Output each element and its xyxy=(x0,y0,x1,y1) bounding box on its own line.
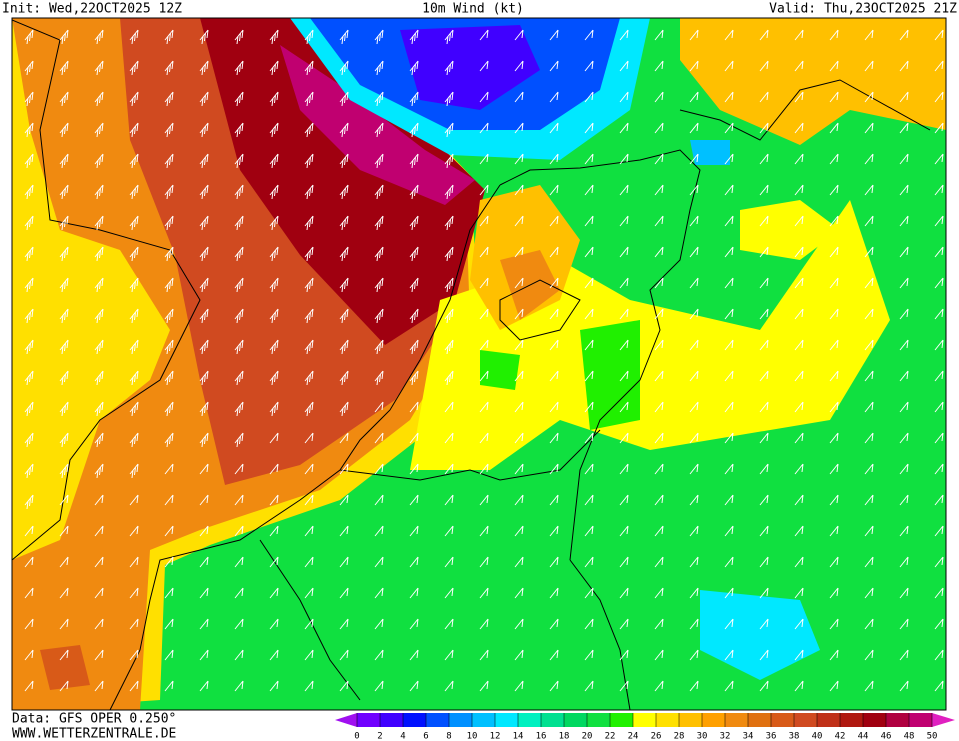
colorbar-label: 38 xyxy=(789,732,800,741)
wind-barbs xyxy=(24,29,944,692)
colorbar-label: 18 xyxy=(559,732,570,741)
colorbar-segment xyxy=(541,713,565,727)
colorbar-label: 36 xyxy=(766,732,777,741)
colorbar-segment xyxy=(403,713,427,727)
colorbar-segment xyxy=(794,713,818,727)
colorbar-segment xyxy=(725,713,749,727)
colorbar-label: 42 xyxy=(835,732,846,741)
colorbar-label: 28 xyxy=(674,732,685,741)
colorbar-segment xyxy=(748,713,772,727)
colorbar-segment xyxy=(587,713,611,727)
data-source: Data: GFS OPER 0.250° xyxy=(12,712,176,727)
colorbar-segment xyxy=(518,713,542,727)
colorbar-label: 20 xyxy=(582,732,593,741)
colorbar-segment xyxy=(909,713,933,727)
colorbar: 0 2 4 6 8 10 12 14 16 18 20 22 24 26 28 30 32 34 36 38 40 42 4… xyxy=(335,713,955,741)
colorbar-label: 30 xyxy=(697,732,708,741)
colorbar-segment xyxy=(610,713,634,727)
colorbar-arrow-low xyxy=(335,713,357,727)
colorbar-label: 16 xyxy=(536,732,547,741)
colorbar-segment xyxy=(633,713,657,727)
colorbar-segment xyxy=(357,713,381,727)
colorbar-label: 14 xyxy=(513,732,524,741)
colorbar-label: 44 xyxy=(858,732,869,741)
colorbar-label: 12 xyxy=(490,732,501,741)
colorbar-segment xyxy=(656,713,680,727)
colorbar-segment xyxy=(702,713,726,727)
colorbar-label: 10 xyxy=(467,732,478,741)
colorbar-segment xyxy=(886,713,910,727)
colorbar-segment xyxy=(840,713,864,727)
colorbar-label: 48 xyxy=(904,732,915,741)
init-time: Init: Wed,22OCT2025 12Z xyxy=(2,2,182,17)
colorbar-arrow-high xyxy=(932,713,955,727)
colorbar-label: 0 xyxy=(354,732,359,741)
valid-time: Valid: Thu,23OCT2025 21Z xyxy=(769,2,957,17)
colorbar-segment xyxy=(426,713,450,727)
colorbar-label: 6 xyxy=(423,732,428,741)
colorbar-label: 2 xyxy=(377,732,382,741)
colorbar-label: 4 xyxy=(400,732,405,741)
colorbar-label: 8 xyxy=(446,732,451,741)
website: WWW.WETTERZENTRALE.DE xyxy=(12,727,176,741)
colorbar-label: 34 xyxy=(743,732,754,741)
colorbar-segment xyxy=(495,713,519,727)
colorbar-segment xyxy=(679,713,703,727)
colorbar-segment xyxy=(380,713,404,727)
colorbar-segment xyxy=(771,713,795,727)
barb-glyphs xyxy=(24,29,944,692)
colorbar-segment xyxy=(863,713,887,727)
colorbar-label: 46 xyxy=(881,732,892,741)
coastlines xyxy=(12,19,931,710)
map-field xyxy=(12,18,946,710)
colorbar-label: 22 xyxy=(605,732,616,741)
colorbar-label: 50 xyxy=(927,732,938,741)
colorbar-segment xyxy=(564,713,588,727)
colorbar-label: 40 xyxy=(812,732,823,741)
colorbar-label: 26 xyxy=(651,732,662,741)
colorbar-segment xyxy=(817,713,841,727)
map-title: 10m Wind (kt) xyxy=(422,2,524,17)
colorbar-label: 32 xyxy=(720,732,731,741)
colorbar-label: 24 xyxy=(628,732,639,741)
map-frame xyxy=(11,17,947,711)
colorbar-segment xyxy=(472,713,496,727)
colorbar-segment xyxy=(449,713,473,727)
